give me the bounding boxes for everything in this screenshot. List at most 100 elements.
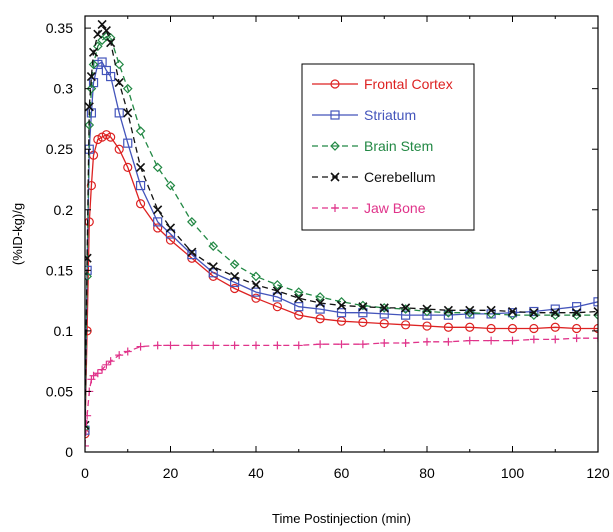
x-tick-label: 0 <box>81 465 89 481</box>
data-point <box>136 342 145 351</box>
data-point <box>87 375 96 384</box>
data-point <box>85 425 90 435</box>
data-point <box>85 441 89 450</box>
data-point <box>337 340 346 349</box>
data-point <box>358 317 368 328</box>
x-tick-label: 80 <box>419 465 435 481</box>
data-point <box>88 59 99 70</box>
data-point <box>593 306 598 317</box>
series-line <box>85 133 598 434</box>
data-point <box>443 305 453 315</box>
legend-label: Frontal Cortex <box>364 76 453 92</box>
data-point <box>165 229 176 239</box>
y-tick-label: 0 <box>65 444 73 460</box>
data-point <box>135 126 146 136</box>
data-point <box>273 341 282 350</box>
y-axis-label: (%ID-kg)/g <box>10 203 25 265</box>
data-point <box>572 334 581 343</box>
data-point <box>102 360 111 369</box>
data-point <box>252 341 260 350</box>
y-tick-label: 0.3 <box>54 81 74 97</box>
data-point <box>422 306 432 317</box>
data-point <box>315 292 325 302</box>
data-point <box>336 300 347 311</box>
x-tick-label: 40 <box>248 465 264 481</box>
data-point <box>230 271 240 281</box>
data-point <box>379 303 390 313</box>
data-point <box>106 132 116 142</box>
data-point <box>86 71 96 82</box>
data-point <box>230 341 239 350</box>
series-line <box>85 61 598 431</box>
data-point <box>593 297 598 307</box>
data-point <box>85 420 90 430</box>
y-tick-label: 0.25 <box>46 141 73 157</box>
legend-marker <box>330 79 340 89</box>
data-point <box>529 310 539 320</box>
series-3 <box>85 31 598 433</box>
data-point <box>379 319 389 329</box>
data-point <box>85 326 92 336</box>
data-point <box>336 308 347 318</box>
data-point <box>316 340 325 349</box>
data-point <box>529 306 539 317</box>
data-point <box>294 302 304 312</box>
data-point <box>153 205 163 215</box>
data-point <box>123 162 133 172</box>
data-point <box>272 292 282 302</box>
data-point <box>508 336 517 345</box>
data-point <box>507 306 518 317</box>
data-point <box>93 29 103 39</box>
data-point <box>422 304 432 314</box>
data-point <box>153 223 163 233</box>
data-point <box>152 162 163 173</box>
data-point <box>594 334 598 343</box>
data-point <box>106 357 115 366</box>
y-tick-label: 0.35 <box>46 20 73 36</box>
data-point <box>401 320 411 330</box>
data-point <box>85 102 94 112</box>
series-line <box>85 35 598 428</box>
legend-label: Jaw Bone <box>364 200 426 216</box>
legend-label: Brain Stem <box>364 138 433 154</box>
data-point <box>422 321 432 331</box>
data-point <box>115 351 124 360</box>
data-point <box>465 322 475 332</box>
legend-item: Brain Stem <box>312 138 433 154</box>
data-point <box>507 308 518 318</box>
y-tick-label: 0.05 <box>46 383 73 399</box>
data-point <box>571 310 582 320</box>
data-point <box>230 283 240 294</box>
data-point <box>443 307 454 318</box>
data-point <box>529 335 538 344</box>
data-point <box>529 323 539 334</box>
data-point <box>272 280 283 290</box>
legend-label: Cerebellum <box>364 169 436 185</box>
data-point <box>166 341 175 350</box>
data-point <box>165 180 176 191</box>
data-point <box>85 411 92 420</box>
data-point <box>294 341 303 350</box>
data-point <box>572 308 582 318</box>
legend-marker <box>331 204 339 212</box>
plot-area <box>85 19 598 450</box>
data-point <box>443 322 453 332</box>
data-point <box>114 108 124 118</box>
data-point <box>401 310 411 320</box>
data-point <box>251 293 261 303</box>
x-tick-label: 20 <box>163 465 179 481</box>
data-point <box>358 302 368 312</box>
data-point <box>251 271 261 282</box>
legend-marker <box>330 110 340 120</box>
data-point <box>165 235 176 245</box>
data-point <box>423 337 431 346</box>
data-point <box>153 341 162 350</box>
series-4 <box>85 19 598 430</box>
data-point <box>229 259 240 270</box>
legend-marker <box>330 172 340 182</box>
data-point <box>123 108 133 118</box>
data-point <box>379 309 389 319</box>
data-point <box>529 308 539 318</box>
